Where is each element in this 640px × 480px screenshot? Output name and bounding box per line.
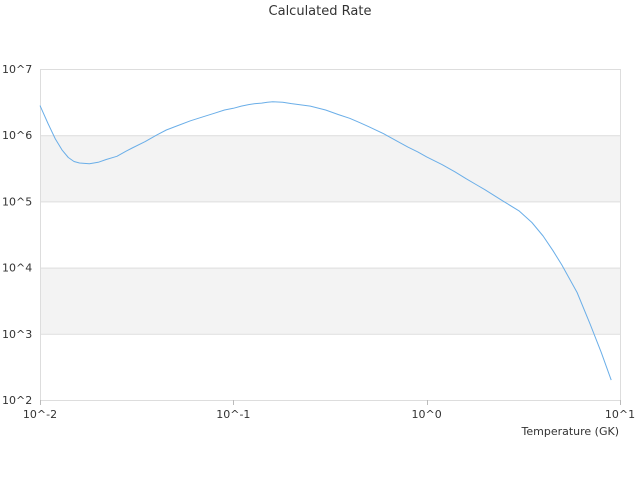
- x-axis-title: Temperature (GK): [521, 425, 620, 438]
- y-tick-label: 10^7: [2, 63, 32, 76]
- y-tick-label: 10^6: [2, 129, 32, 142]
- chart-title: Calculated Rate: [268, 4, 372, 19]
- y-tick-label: 10^4: [2, 262, 32, 275]
- x-tick-label: 10^-2: [23, 408, 57, 421]
- x-tick-label: 10^0: [412, 408, 442, 421]
- series-line: [39, 101, 612, 381]
- plot-band: [40, 135, 620, 202]
- x-tick-label: 10^1: [605, 408, 635, 421]
- y-tick-label: 10^3: [2, 328, 32, 341]
- y-tick-label: 10^5: [2, 195, 32, 208]
- plot-band: [40, 267, 620, 334]
- x-tick-label: 10^-1: [216, 408, 250, 421]
- y-tick-label: 10^2: [2, 394, 32, 407]
